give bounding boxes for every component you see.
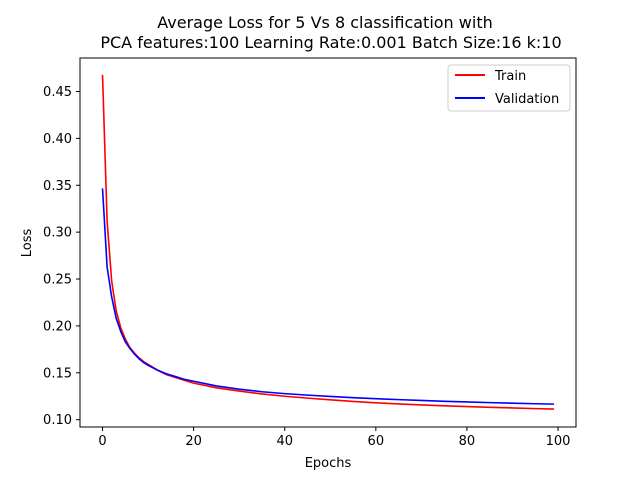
x-tick-label: 20 — [185, 434, 202, 449]
x-tick-label: 40 — [276, 434, 293, 449]
y-tick-label: 0.25 — [43, 273, 72, 288]
y-axis-label: Loss — [20, 229, 35, 258]
x-axis-label: Epochs — [305, 456, 352, 471]
y-tick-label: 0.45 — [43, 85, 72, 100]
x-tick-label: 80 — [459, 434, 476, 449]
legend-box — [447, 64, 571, 112]
y-tick-label: 0.35 — [43, 179, 72, 194]
series-line-validation — [101, 188, 555, 405]
y-axis: 0.10 0.15 0.20 0.25 0.30 0.35 0.40 0.45 — [43, 85, 80, 428]
chart-title-line-2: PCA features:100 Learning Rate:0.001 Bat… — [100, 33, 561, 52]
x-axis: 0 20 40 60 80 100 — [98, 427, 570, 449]
y-tick-label: 0.15 — [43, 366, 72, 381]
series-line-train — [101, 74, 555, 410]
y-tick-label: 0.40 — [43, 132, 72, 147]
legend-label-train: Train — [494, 69, 526, 84]
plot-area — [101, 74, 555, 410]
chart-title-line-1: Average Loss for 5 Vs 8 classification w… — [157, 13, 492, 32]
legend-label-validation: Validation — [495, 92, 559, 107]
x-tick-label: 60 — [368, 434, 385, 449]
y-tick-label: 0.30 — [43, 226, 72, 241]
legend: Train Validation — [447, 64, 571, 112]
y-tick-label: 0.10 — [43, 413, 72, 428]
x-tick-label: 100 — [546, 434, 571, 449]
y-tick-label: 0.20 — [43, 319, 72, 334]
x-tick-label: 0 — [98, 434, 106, 449]
axes-frame — [79, 57, 577, 428]
